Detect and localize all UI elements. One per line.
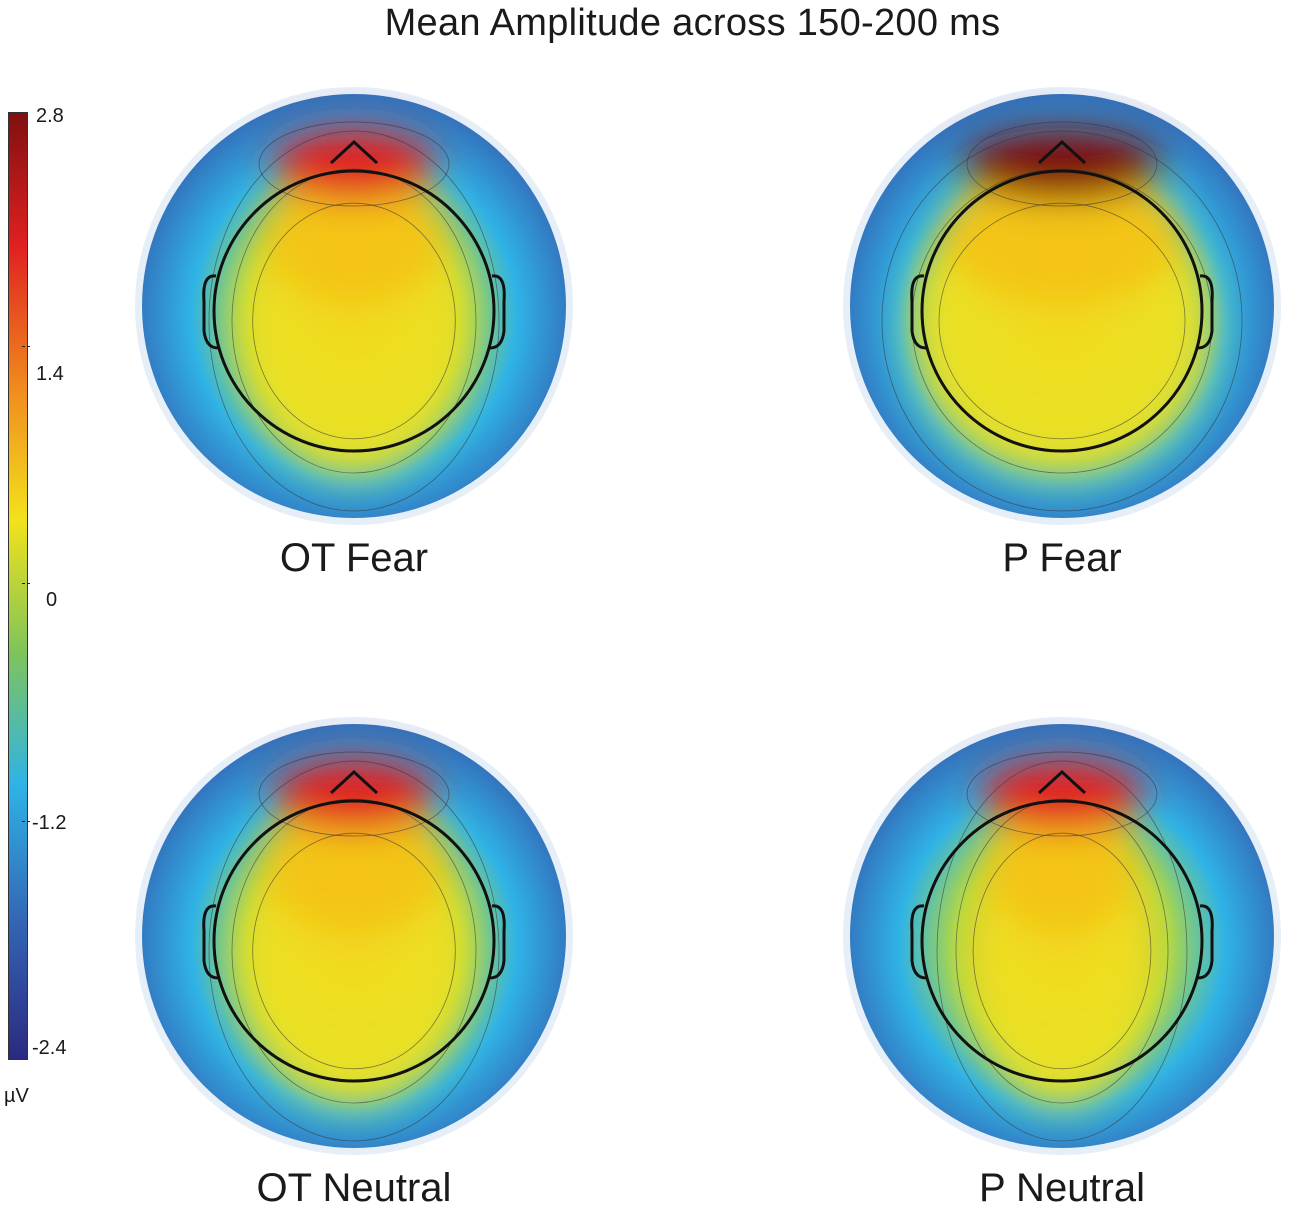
colorbar-label-0: 0 bbox=[46, 589, 58, 611]
map-label-p-neutral: P Neutral bbox=[978, 1166, 1145, 1210]
contour-line bbox=[258, 751, 450, 837]
topomap-ot-neutral bbox=[135, 717, 573, 1155]
topomap-p-fear bbox=[843, 87, 1281, 525]
colorbar-label-max: 2.8 bbox=[36, 105, 64, 127]
left-ear-outline bbox=[910, 904, 927, 980]
head-outline bbox=[920, 169, 1204, 453]
contour-line bbox=[881, 130, 1243, 512]
nose-outline bbox=[1037, 139, 1087, 165]
contour-line bbox=[258, 121, 450, 207]
head-outline bbox=[920, 799, 1204, 1083]
topomap-ot-fear bbox=[135, 87, 573, 525]
map-label-ot-neutral: OT Neutral bbox=[256, 1166, 452, 1210]
right-ear-outline bbox=[1197, 904, 1214, 980]
contour-line bbox=[972, 832, 1152, 1070]
contour-line bbox=[252, 832, 456, 1070]
colorbar-label-min: -2.4 bbox=[32, 1037, 67, 1059]
contour-line bbox=[208, 760, 500, 1142]
chart-title: Mean Amplitude across 150-200 ms bbox=[384, 2, 1001, 44]
nose-outline bbox=[1037, 769, 1087, 795]
contour-line bbox=[252, 202, 456, 440]
colorbar-unit: µV bbox=[4, 1085, 29, 1107]
frontal-mid-region bbox=[942, 166, 1182, 306]
right-ear-outline bbox=[489, 904, 506, 980]
colorbar bbox=[8, 112, 28, 1060]
nose-outline bbox=[329, 139, 379, 165]
head-outline bbox=[212, 169, 496, 453]
left-ear-outline bbox=[202, 904, 219, 980]
left-ear-outline bbox=[202, 274, 219, 350]
frontal-peak-region bbox=[962, 128, 1162, 200]
contour-line bbox=[938, 202, 1186, 440]
head-outline bbox=[212, 799, 496, 1083]
contour-line bbox=[966, 751, 1158, 837]
right-ear-outline bbox=[489, 274, 506, 350]
contour-line bbox=[231, 168, 477, 474]
colorbar-label--1.2: -1.2 bbox=[32, 812, 67, 834]
map-label-p-fear: P Fear bbox=[1002, 536, 1122, 580]
frontal-mid-region bbox=[986, 796, 1138, 936]
colorbar-tick-0 bbox=[22, 583, 30, 584]
colorbar-tick-1.4 bbox=[22, 346, 30, 347]
frontal-peak-region bbox=[272, 128, 436, 200]
colorbar-tick--1.2 bbox=[22, 821, 30, 822]
map-label-ot-fear: OT Fear bbox=[279, 536, 429, 580]
contour-line bbox=[208, 130, 500, 512]
nose-outline bbox=[329, 769, 379, 795]
colorbar-label-1.4: 1.4 bbox=[36, 363, 64, 385]
contour-line bbox=[955, 798, 1169, 1104]
topomap-p-neutral bbox=[843, 717, 1281, 1155]
frontal-peak-region bbox=[272, 758, 436, 830]
contour-line bbox=[966, 121, 1158, 207]
contour-line bbox=[936, 760, 1188, 1142]
left-ear-outline bbox=[910, 274, 927, 350]
frontal-peak-region bbox=[980, 758, 1144, 830]
right-ear-outline bbox=[1197, 274, 1214, 350]
contour-line bbox=[231, 798, 477, 1104]
